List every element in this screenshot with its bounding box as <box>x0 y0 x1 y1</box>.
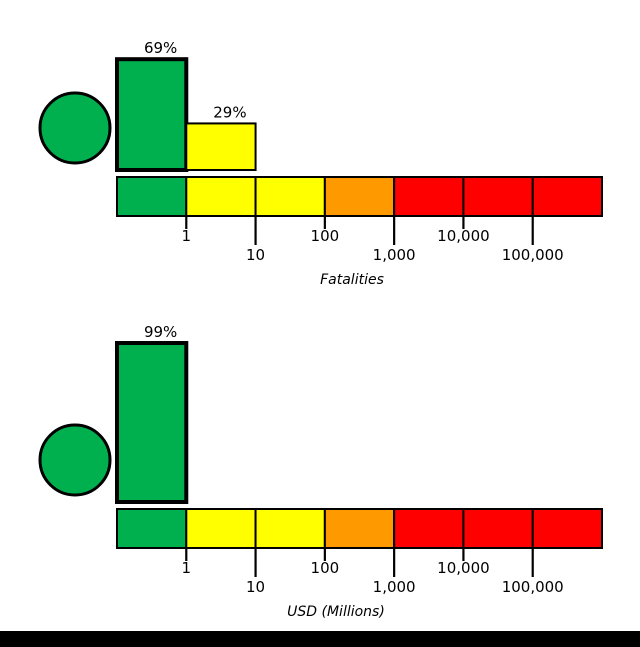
bar-percent-label: 29% <box>213 103 246 121</box>
axis-tick-label: 1,000 <box>373 578 416 596</box>
axis-tick-label: 1,000 <box>373 246 416 264</box>
scale-segment <box>254 176 326 217</box>
scale-segment <box>531 176 604 217</box>
scale-segment <box>323 176 396 217</box>
scale-segment <box>462 508 534 549</box>
bar-percent-label: 99% <box>144 323 177 341</box>
probability-bar <box>185 122 257 172</box>
axis-tick-label: 10,000 <box>437 559 490 577</box>
bar-percent-label: 69% <box>144 39 177 57</box>
axis-tick-label: 1 <box>182 559 192 577</box>
scale-segment <box>323 508 396 549</box>
panel-usd-millions: 99% 1 10 100 1,000 10,000 100,000 USD (Millions… <box>38 323 604 620</box>
axis-tick-label: 10,000 <box>437 227 490 245</box>
alert-level-circle <box>38 423 112 497</box>
bottom-black-bar <box>0 631 640 647</box>
scale-segment <box>185 176 257 217</box>
axis-tick-label: 10 <box>246 578 265 596</box>
scale-segment <box>254 508 326 549</box>
scale-segment <box>393 508 465 549</box>
scale-segment <box>393 176 465 217</box>
axis-tick-label: 100,000 <box>502 578 564 596</box>
scale-segment <box>116 508 188 549</box>
axis-tick-label: 10 <box>246 246 265 264</box>
scale-segment <box>116 176 188 217</box>
axis-tick-label: 100,000 <box>502 246 564 264</box>
scale-segment <box>462 176 534 217</box>
axis-title: Fatalities <box>320 272 384 288</box>
axis-tick-label: 100 <box>311 559 340 577</box>
axis-tick-label: 1 <box>182 227 192 245</box>
alert-level-circle <box>38 91 112 165</box>
scale-segment <box>531 508 604 549</box>
panel-fatalities: 69% 29% 1 10 100 1,000 10,000 100,000 Fatalities <box>38 39 604 288</box>
scale-segment <box>185 508 257 549</box>
probability-bar-highlighted <box>115 341 189 505</box>
axis-tick-label: 100 <box>311 227 340 245</box>
probability-bar-highlighted <box>115 57 189 173</box>
axis-title: USD (Millions) <box>287 604 385 620</box>
